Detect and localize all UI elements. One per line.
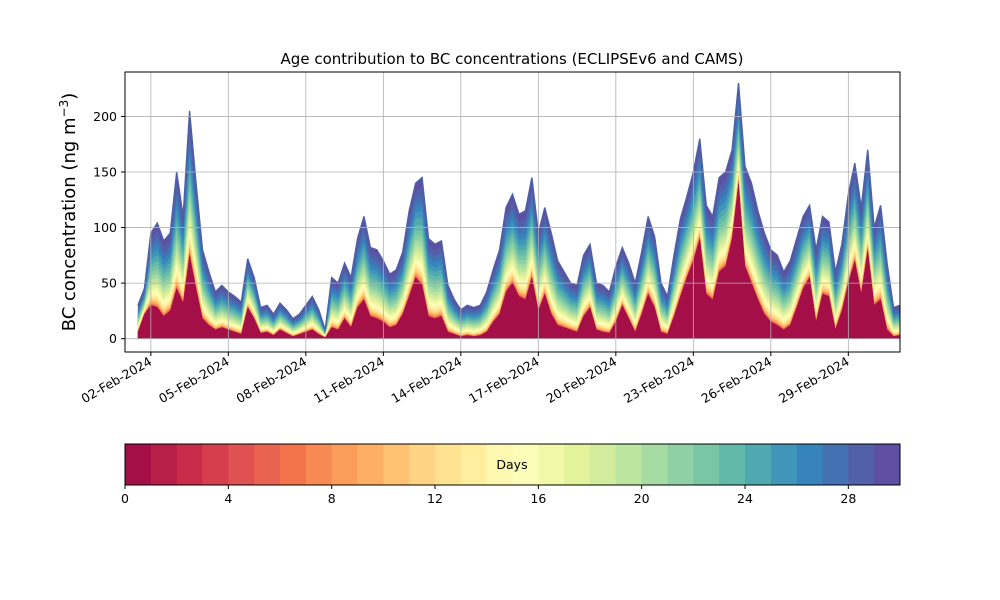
colorbar-swatch [693, 444, 720, 485]
colorbar-swatch [280, 444, 307, 485]
colorbar-swatch [512, 444, 539, 485]
colorbar-swatch [641, 444, 668, 485]
colorbar-swatch [460, 444, 488, 485]
colorbar-swatch [615, 444, 643, 485]
age-band-0 [137, 183, 900, 339]
colorbar-swatch [770, 444, 798, 485]
y-tick-label: 100 [93, 220, 117, 235]
total-series-line [137, 83, 900, 330]
colorbar-swatch [254, 444, 281, 485]
colorbar-swatch [305, 444, 333, 485]
colorbar-tick-label: 0 [121, 491, 129, 506]
y-axis-label: BC concentration (ng m−3) [57, 93, 80, 332]
colorbar-frame [124, 443, 901, 486]
y-axis-label-end: ) [59, 93, 80, 100]
colorbar-swatch [435, 444, 462, 485]
colorbar-swatch [874, 444, 901, 485]
colorbar-swatch [383, 444, 410, 485]
colorbar-swatch [409, 444, 436, 485]
colorbar-swatch [719, 444, 746, 485]
colorbar-tick-label: 8 [328, 491, 336, 506]
chart-title: Age contribution to BC concentrations (E… [281, 50, 744, 68]
y-tick-label: 50 [101, 276, 117, 291]
colorbar-swatch [202, 444, 229, 485]
colorbar-swatch [667, 444, 694, 485]
colorbar-swatch [150, 444, 178, 485]
colorbar-tick-label: 12 [427, 491, 443, 506]
colorbar-swatch [486, 444, 513, 485]
y-tick-label: 0 [109, 331, 117, 346]
colorbar-swatch [176, 444, 203, 485]
colorbar-tick-label: 16 [530, 491, 546, 506]
colorbar-swatch [564, 444, 591, 485]
colorbar-tick-label: 24 [737, 491, 753, 506]
y-tick-label: 200 [93, 109, 117, 124]
y-tick-label: 150 [93, 165, 117, 180]
colorbar-swatch [796, 444, 823, 485]
colorbar-tick-label: 28 [840, 491, 856, 506]
plot-area [124, 71, 901, 353]
colorbar-swatch [538, 444, 565, 485]
colorbar-label: Days [496, 457, 527, 472]
grid-lines [125, 72, 900, 352]
colorbar-swatch [822, 444, 849, 485]
colorbar-swatch [125, 444, 152, 485]
colorbar-swatch [357, 444, 384, 485]
colorbar-swatch [228, 444, 255, 485]
colorbar-tick-label: 20 [634, 491, 650, 506]
y-axis-label-main: BC concentration (ng m [59, 117, 80, 331]
colorbar: Days 0 4 8 12 16 20 24 28 [121, 443, 901, 506]
colorbar-swatch [848, 444, 875, 485]
colorbar-swatch [331, 444, 358, 485]
colorbar-swatch [745, 444, 772, 485]
colorbar-tick-label: 4 [224, 491, 232, 506]
y-axis-label-sup: −3 [57, 100, 71, 118]
colorbar-swatch [590, 444, 617, 485]
plot-frame [124, 71, 901, 353]
